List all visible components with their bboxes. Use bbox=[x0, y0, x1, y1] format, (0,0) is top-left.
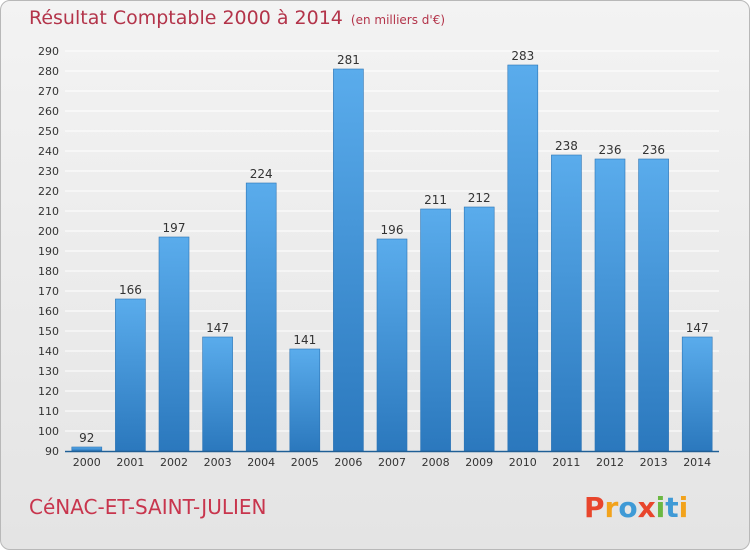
x-tick-label: 2005 bbox=[291, 456, 319, 469]
bar bbox=[681, 336, 713, 452]
commune-name: CéNAC-ET-SAINT-JULIEN bbox=[29, 495, 267, 519]
bar bbox=[638, 158, 669, 452]
value-label: 224 bbox=[250, 167, 273, 181]
x-tick-label: 2008 bbox=[422, 456, 450, 469]
logo-letter: o bbox=[618, 491, 638, 524]
y-tick-label: 110 bbox=[38, 405, 59, 418]
bar bbox=[245, 182, 277, 452]
x-tick-label: 2007 bbox=[378, 456, 406, 469]
bar bbox=[115, 298, 146, 452]
value-label: 211 bbox=[424, 193, 447, 207]
value-label: 147 bbox=[686, 321, 709, 335]
bar bbox=[71, 446, 103, 452]
x-axis-ticks: 2000 2001 2002 2003 2004 2005 2006 2007 2008 2009… bbox=[73, 456, 711, 469]
y-tick-label: 150 bbox=[38, 325, 59, 338]
x-tick-label: 2010 bbox=[509, 456, 537, 469]
y-tick-label: 230 bbox=[38, 165, 59, 178]
chart-subtitle: (en milliers d'€) bbox=[350, 13, 446, 27]
value-label: 196 bbox=[381, 223, 404, 237]
y-tick-label: 120 bbox=[38, 385, 59, 398]
value-labels: 92 166 197 147 224 141 281 196 211 212 283 238 236 23… bbox=[79, 49, 708, 445]
y-tick-label: 160 bbox=[38, 305, 59, 318]
logo-letter: i bbox=[678, 491, 689, 524]
proxiti-logo: Proxiti bbox=[584, 491, 688, 524]
value-label: 92 bbox=[79, 431, 94, 445]
x-tick-label: 2011 bbox=[552, 456, 580, 469]
x-tick-label: 2006 bbox=[334, 456, 362, 469]
bar bbox=[376, 238, 408, 452]
value-label: 283 bbox=[511, 49, 534, 63]
value-label: 236 bbox=[599, 143, 622, 157]
y-tick-label: 270 bbox=[38, 85, 59, 98]
y-axis-ticks: 90 100 110 120 130 140 150 160 170 180 190 200 210 22… bbox=[38, 45, 59, 458]
chart-title-block: Résultat Comptable 2000 à 2014 (en millie… bbox=[29, 7, 445, 29]
y-tick-label: 290 bbox=[38, 45, 59, 58]
y-tick-label: 200 bbox=[38, 225, 59, 238]
y-tick-label: 180 bbox=[38, 265, 59, 278]
y-tick-label: 190 bbox=[38, 245, 59, 258]
x-tick-label: 2013 bbox=[640, 456, 668, 469]
bar bbox=[333, 68, 364, 452]
x-tick-label: 2004 bbox=[247, 456, 275, 469]
bar bbox=[507, 64, 539, 452]
bar bbox=[289, 348, 321, 452]
y-tick-label: 170 bbox=[38, 285, 59, 298]
value-label: 147 bbox=[206, 321, 229, 335]
value-label: 166 bbox=[119, 283, 142, 297]
x-tick-label: 2000 bbox=[73, 456, 101, 469]
logo-letter: t bbox=[665, 491, 679, 524]
logo-letter: P bbox=[584, 491, 605, 524]
y-tick-label: 220 bbox=[38, 185, 59, 198]
y-tick-label: 240 bbox=[38, 145, 59, 158]
x-tick-label: 2002 bbox=[160, 456, 188, 469]
value-label: 281 bbox=[337, 53, 360, 67]
logo-letter: x bbox=[637, 491, 656, 524]
chart-title: Résultat Comptable 2000 à 2014 bbox=[29, 7, 343, 29]
x-tick-label: 2003 bbox=[204, 456, 232, 469]
value-label: 141 bbox=[293, 333, 316, 347]
x-tick-label: 2001 bbox=[116, 456, 144, 469]
y-tick-label: 100 bbox=[38, 425, 59, 438]
logo-letter: r bbox=[604, 491, 619, 524]
bar bbox=[551, 154, 582, 452]
bar bbox=[202, 336, 233, 452]
y-tick-label: 90 bbox=[45, 445, 59, 458]
value-label: 212 bbox=[468, 191, 491, 205]
x-tick-label: 2009 bbox=[465, 456, 493, 469]
y-tick-label: 280 bbox=[38, 65, 59, 78]
bar bbox=[158, 236, 190, 452]
y-tick-label: 250 bbox=[38, 125, 59, 138]
x-tick-label: 2012 bbox=[596, 456, 624, 469]
x-tick-label: 2014 bbox=[683, 456, 711, 469]
bars bbox=[71, 64, 713, 452]
value-label: 236 bbox=[642, 143, 665, 157]
y-tick-label: 260 bbox=[38, 105, 59, 118]
logo-letter: i bbox=[655, 491, 666, 524]
bar bbox=[463, 206, 495, 452]
y-tick-label: 140 bbox=[38, 345, 59, 358]
y-tick-label: 210 bbox=[38, 205, 59, 218]
value-label: 238 bbox=[555, 139, 578, 153]
value-label: 197 bbox=[163, 221, 186, 235]
y-tick-label: 130 bbox=[38, 365, 59, 378]
bar bbox=[594, 158, 626, 452]
bar bbox=[420, 208, 451, 452]
